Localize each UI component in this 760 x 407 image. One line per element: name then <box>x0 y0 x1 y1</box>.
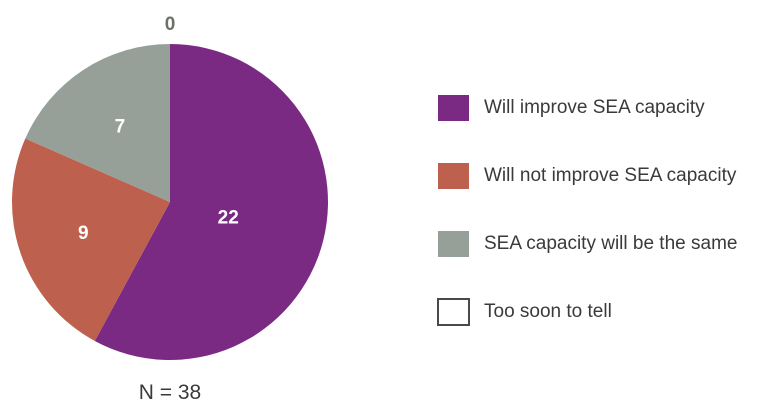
legend-label-sea-capacity-will-be-the-same: SEA capacity will be the same <box>484 233 737 254</box>
legend-label-too-soon-to-tell: Too soon to tell <box>484 301 612 322</box>
slice-value-label-too-soon-to-tell: 0 <box>165 14 176 35</box>
slice-value-label-sea-capacity-will-be-the-same: 7 <box>115 116 126 137</box>
legend-swatch-sea-capacity-will-be-the-same <box>438 231 469 257</box>
legend-item-will-not-improve-sea-capacity: Will not improve SEA capacity <box>438 163 737 189</box>
legend-swatch-too-soon-to-tell <box>437 298 470 326</box>
pie-slices <box>11 44 328 361</box>
legend-item-too-soon-to-tell: Too soon to tell <box>437 298 612 326</box>
legend-swatch-will-not-improve-sea-capacity <box>438 163 469 189</box>
legend-label-will-not-improve-sea-capacity: Will not improve SEA capacity <box>484 165 737 186</box>
legend-item-sea-capacity-will-be-the-same: SEA capacity will be the same <box>438 231 737 257</box>
legend: Will improve SEA capacity Will not improv… <box>437 95 737 326</box>
legend-item-will-improve-sea-capacity: Will improve SEA capacity <box>438 95 705 121</box>
sample-size-label: N = 38 <box>139 381 201 404</box>
pie-slice-labels: 22 9 7 0 <box>78 14 239 244</box>
pie-slice-will-not-improve-sea-capacity <box>11 138 171 341</box>
slice-value-label-will-improve-sea-capacity: 22 <box>218 208 239 229</box>
legend-swatch-will-improve-sea-capacity <box>438 95 469 121</box>
legend-label-will-improve-sea-capacity: Will improve SEA capacity <box>484 97 705 118</box>
pie-slice-will-improve-sea-capacity <box>94 44 328 361</box>
pie-slice-sea-capacity-will-be-the-same <box>25 44 170 202</box>
slice-value-label-will-not-improve-sea-capacity: 9 <box>78 223 89 244</box>
